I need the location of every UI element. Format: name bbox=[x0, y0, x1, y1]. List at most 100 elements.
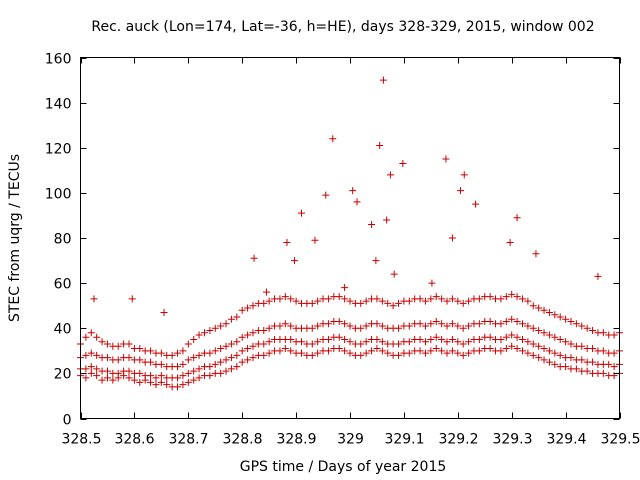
data-point bbox=[227, 354, 235, 362]
data-point bbox=[475, 336, 483, 344]
data-point bbox=[497, 295, 505, 303]
data-point bbox=[416, 336, 424, 344]
data-point bbox=[502, 317, 510, 325]
data-points bbox=[77, 76, 623, 391]
data-point bbox=[125, 354, 133, 362]
data-point bbox=[190, 376, 198, 384]
data-point bbox=[567, 317, 575, 325]
data-point bbox=[260, 351, 268, 359]
data-point bbox=[448, 295, 456, 303]
data-point bbox=[238, 358, 246, 366]
data-point bbox=[311, 236, 319, 244]
data-point bbox=[497, 336, 505, 344]
x-tick-label: 329.5 bbox=[600, 432, 640, 448]
data-point bbox=[195, 365, 203, 373]
data-point bbox=[395, 340, 403, 348]
data-point bbox=[427, 347, 435, 355]
data-point bbox=[103, 354, 111, 362]
data-point bbox=[599, 369, 607, 377]
data-point bbox=[206, 349, 214, 357]
data-point bbox=[174, 349, 182, 357]
data-point bbox=[395, 351, 403, 359]
data-point bbox=[103, 340, 111, 348]
plot-frame bbox=[80, 57, 620, 419]
data-point bbox=[508, 290, 516, 298]
data-point bbox=[114, 369, 122, 377]
data-point bbox=[373, 295, 381, 303]
data-point bbox=[287, 295, 295, 303]
y-tick-label: 40 bbox=[54, 322, 72, 338]
data-point bbox=[562, 338, 570, 346]
x-tick-label: 329 bbox=[337, 432, 364, 448]
data-point bbox=[551, 311, 559, 319]
data-point bbox=[599, 329, 607, 337]
data-point bbox=[249, 342, 257, 350]
chart-title: Rec. auck (Lon=174, Lat=-36, h=HE), days… bbox=[91, 19, 594, 35]
data-point bbox=[357, 351, 365, 359]
data-point bbox=[465, 322, 473, 330]
data-point bbox=[454, 297, 462, 305]
data-point bbox=[265, 324, 273, 332]
data-point bbox=[535, 354, 543, 362]
data-point bbox=[233, 338, 241, 346]
data-point bbox=[206, 327, 214, 335]
data-point bbox=[128, 295, 136, 303]
data-point bbox=[438, 320, 446, 328]
data-point bbox=[238, 306, 246, 314]
x-tick-label: 328.6 bbox=[114, 432, 154, 448]
data-point bbox=[346, 338, 354, 346]
data-point bbox=[157, 378, 165, 386]
data-point bbox=[502, 293, 510, 301]
data-point bbox=[529, 340, 537, 348]
data-point bbox=[287, 336, 295, 344]
data-point bbox=[513, 345, 521, 353]
data-point bbox=[428, 279, 436, 287]
data-point bbox=[157, 360, 165, 368]
data-point bbox=[82, 333, 90, 341]
data-point bbox=[545, 331, 553, 339]
data-point bbox=[610, 349, 618, 357]
data-point bbox=[222, 367, 230, 375]
data-point bbox=[545, 358, 553, 366]
data-point bbox=[373, 345, 381, 353]
data-point bbox=[427, 295, 435, 303]
data-point bbox=[472, 200, 480, 208]
data-point bbox=[265, 349, 273, 357]
data-point bbox=[518, 347, 526, 355]
data-point bbox=[200, 329, 208, 337]
data-point bbox=[160, 308, 168, 316]
data-point bbox=[217, 322, 225, 330]
y-tick-label: 20 bbox=[54, 367, 72, 383]
data-point bbox=[589, 327, 597, 335]
data-point bbox=[114, 342, 122, 350]
data-point bbox=[136, 345, 144, 353]
data-point bbox=[497, 347, 505, 355]
data-point bbox=[427, 336, 435, 344]
data-point bbox=[157, 372, 165, 380]
data-point bbox=[578, 322, 586, 330]
data-point bbox=[87, 363, 95, 371]
data-point bbox=[357, 324, 365, 332]
data-point bbox=[184, 369, 192, 377]
data-point bbox=[283, 239, 291, 247]
data-point bbox=[152, 374, 160, 382]
data-point bbox=[383, 216, 391, 224]
data-point bbox=[513, 214, 521, 222]
data-point bbox=[314, 322, 322, 330]
data-point bbox=[217, 345, 225, 353]
data-point bbox=[308, 351, 316, 359]
data-point bbox=[376, 141, 384, 149]
y-tick-label: 80 bbox=[54, 232, 72, 248]
x-tick-label: 329.4 bbox=[546, 432, 586, 448]
data-point bbox=[98, 338, 106, 346]
data-point bbox=[416, 320, 424, 328]
data-point bbox=[195, 351, 203, 359]
data-point bbox=[497, 320, 505, 328]
data-point bbox=[227, 340, 235, 348]
data-point bbox=[529, 324, 537, 332]
data-point bbox=[147, 372, 155, 380]
data-point bbox=[324, 295, 332, 303]
data-point bbox=[308, 340, 316, 348]
data-point bbox=[545, 308, 553, 316]
